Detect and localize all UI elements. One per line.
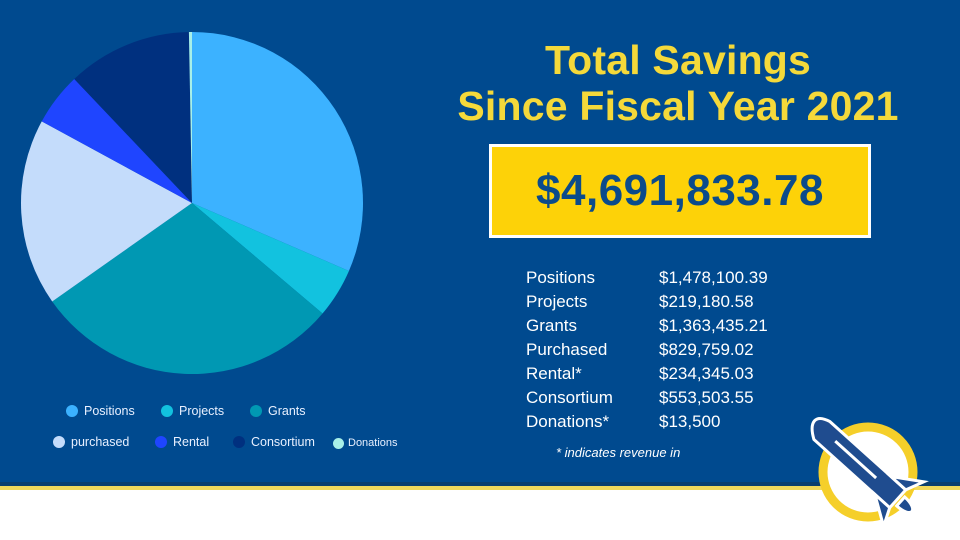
legend-swatch-icon [250,405,262,417]
breakdown-category: Purchased [526,340,608,359]
legend-label: Grants [268,404,306,418]
panel-bottom-edge [0,482,960,486]
legend-label: Rental [173,435,210,449]
breakdown-category: Consortium [526,388,613,407]
breakdown-amount: $1,478,100.39 [659,268,768,287]
breakdown-amount: $553,503.55 [659,388,754,407]
legend-swatch-icon [161,405,173,417]
pie-slice-rental [41,78,192,203]
breakdown-category: Grants [526,316,578,335]
savings-pie-chart [20,32,364,374]
legend-item-projects: Projects [161,404,224,418]
legend-label: Consortium [251,435,315,449]
breakdown-amount: $1,363,435.21 [659,316,768,335]
breakdown-category: Rental* [526,364,582,383]
legend-item-rental: Rental [155,435,209,449]
breakdown-row: Purchased $829,759.02 [526,340,826,364]
breakdown-row: Consortium $553,503.55 [526,388,826,412]
breakdown-row: Donations* $13,500 [526,412,826,436]
legend-swatch-icon [233,436,245,448]
breakdown-row: Projects $219,180.58 [526,292,826,316]
pie-slice-grants [52,203,323,374]
pie-slice-donations [188,32,192,203]
legend-swatch-icon [66,405,78,417]
breakdown-category: Projects [526,292,588,311]
legend-swatch-icon [333,437,344,449]
breakdown-amount: $219,180.58 [659,292,754,311]
page-title-line1: Total Savings [544,37,812,83]
pie-slice-consortium [74,32,192,203]
breakdown-amount: $829,759.02 [659,340,754,359]
legend-item-consortium: Consortium [233,435,315,449]
breakdown-row: Rental* $234,345.03 [526,364,826,388]
legend-swatch-icon [53,436,65,448]
breakdown-row: Grants $1,363,435.21 [526,316,826,340]
chart-legend: Positions Projects Grants purchased Rent… [0,0,420,480]
legend-item-positions: Positions [66,404,135,418]
legend-label: Donations [348,437,398,449]
yellow-stripe [0,486,960,490]
legend-item-purchased: purchased [53,435,129,449]
pie-slice-positions [192,32,364,271]
total-savings-value: $4,691,833.78 [536,166,824,215]
breakdown-category: Positions [526,268,595,287]
breakdown-row: Positions $1,478,100.39 [526,268,826,292]
legend-item-grants: Grants [250,404,306,418]
rocket-logo-icon [810,417,929,532]
legend-label: Projects [179,404,225,418]
legend-label: Positions [84,404,135,418]
legend-item-donations: Donations [333,437,398,449]
pie-slice-purchased [20,121,193,302]
legend-swatch-icon [155,436,167,448]
breakdown-amount: $13,500 [659,412,721,431]
total-savings-box: $4,691,833.78 [489,144,871,238]
legend-label: purchased [71,435,130,449]
breakdown-amount: $234,345.03 [659,364,754,383]
breakdown-category: Donations* [526,412,610,431]
revenue-footnote: * indicates revenue in [556,445,681,460]
pie-slice-projects [192,203,349,314]
page-title-line2: Since Fiscal Year 2021 [457,83,899,129]
